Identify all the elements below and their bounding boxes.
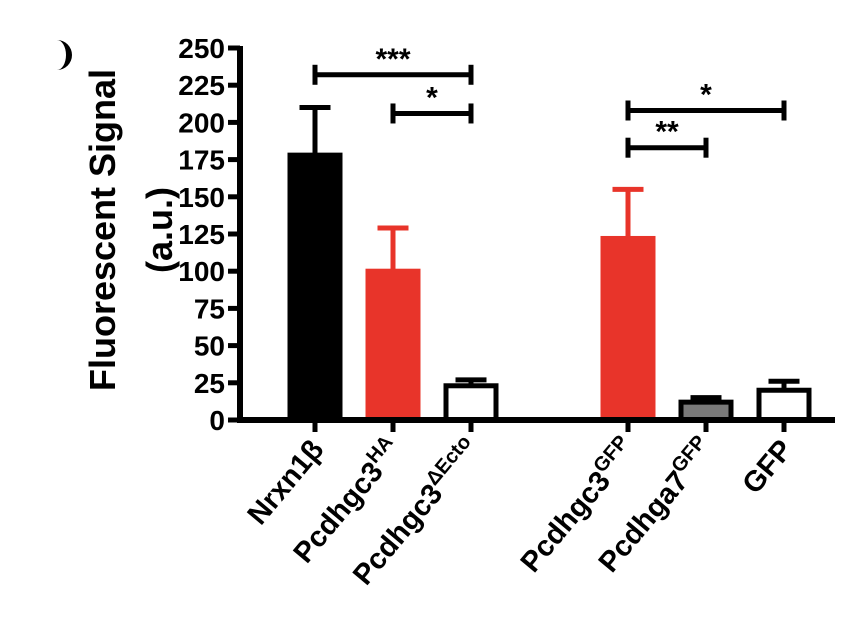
y-tick-label: 50 (194, 331, 225, 362)
y-tick-label: 75 (194, 293, 225, 324)
y-axis-label: Fluorescent Signal (82, 69, 123, 391)
y-tick-label: 225 (178, 70, 225, 101)
x-tick-label-5: GFP (737, 434, 800, 500)
bar-5 (756, 387, 812, 423)
y-tick-label: 125 (178, 219, 225, 250)
y-axis-unit-label: (a.u.) (139, 187, 180, 273)
significance-label: * (426, 81, 438, 114)
y-tick-label: 0 (209, 405, 225, 436)
y-tick-label: 200 (178, 107, 225, 138)
y-tick-label: 150 (178, 182, 225, 213)
significance-label: *** (375, 43, 410, 76)
bar-1 (365, 268, 421, 423)
bar-2 (443, 383, 499, 423)
panel-letter-fragment (52, 40, 72, 70)
y-tick-label: 175 (178, 145, 225, 176)
bar-3 (600, 235, 656, 423)
significance-label: * (700, 78, 712, 111)
y-tick-label: 25 (194, 368, 225, 399)
y-tick-label: 250 (178, 33, 225, 64)
bar-0 (287, 152, 343, 423)
significance-label: ** (655, 116, 679, 149)
y-tick-label: 100 (178, 256, 225, 287)
